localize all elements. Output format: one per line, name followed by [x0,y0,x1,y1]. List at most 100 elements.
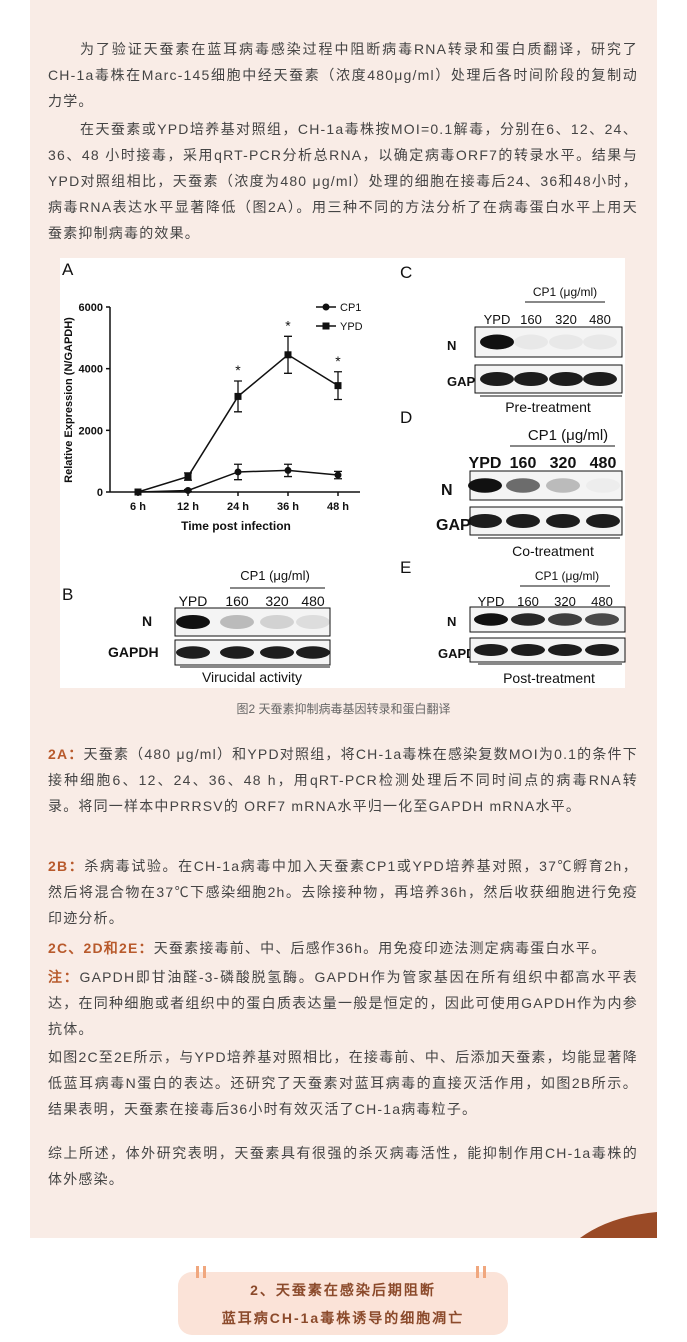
blot-band [511,613,545,626]
marker [334,471,342,479]
marker [134,488,142,496]
blot-band [176,615,210,629]
lane-label: 320 [554,594,576,609]
lane-label: 160 [510,455,537,472]
lane-label: 320 [555,312,577,327]
section-heading: 2、天蚕素在感染后期阻断 蓝耳病CH-1a毒株诱导的细胞凋亡 [178,1272,508,1335]
blot-band [506,514,540,528]
blot-band [506,478,540,493]
marker [322,322,330,330]
blot-band [260,615,294,629]
blot-band [220,646,254,659]
figure-canvas: A 0 2000 4000 6000 6 h 12 h 24 h 36 h 48 h Time po… [62,260,626,686]
y-axis-label: Relative Expression (N/GAPDH) [63,317,75,483]
figure: A 0 2000 4000 6000 6 h 12 h 24 h 36 h 48 h Time po… [60,258,626,688]
blot-band [583,372,617,386]
blot-band [586,514,620,528]
note-label: 注： [48,969,80,985]
row-label: N [447,614,456,629]
y-tick-label: 6000 [79,302,103,314]
blot-band [548,613,582,626]
y-tick-label: 2000 [79,425,103,437]
blot-band [511,644,545,656]
marker [322,303,330,311]
lane-label: 160 [517,594,539,609]
blot-band [260,646,294,659]
legend-label: YPD [340,321,363,333]
marker [184,486,192,494]
note: 2C、2D和2E：天蚕素接毒前、中、后感作36h。用免疫印迹法测定病毒蛋白水平。 [48,935,638,961]
blot-band [468,514,502,528]
x-tick-label: 6 h [130,501,146,513]
blot-band [585,644,619,656]
blot-band [514,334,548,350]
y-tick-label: 4000 [79,364,103,376]
blot-band [468,478,502,493]
logo [580,1212,657,1238]
panel-label: A [62,260,74,279]
note-text: 天蚕素（480 μg/ml）和YPD对照组，将CH-1a毒株在感染复数MOI为0… [48,746,639,814]
note-label: 2C、2D和2E： [48,940,154,956]
marker [284,351,292,359]
marker [184,473,192,481]
paragraph: 为了验证天蚕素在蓝耳病毒感染过程中阻断病毒RNA转录和蛋白质翻译，研究了CH-1… [48,41,638,109]
row-label: N [441,482,453,499]
lane-label: YPD [484,312,511,327]
y-tick-label: 0 [97,487,103,499]
blot-band [546,514,580,528]
blot-band [220,615,254,629]
blot-band [546,478,580,493]
note-text: GAPDH即甘油醛-3-磷酸脱氢酶。GAPDH作为管家基因在所有组织中都高水平表… [48,969,638,1037]
legend-label: CP1 [340,302,361,314]
note-label: 2A： [48,746,84,762]
treatment-label: Virucidal activity [202,669,302,685]
note-label: 2B： [48,858,85,874]
lane-label: YPD [469,455,502,472]
marker [234,392,242,400]
blot-band [480,372,514,386]
blot-band [549,334,583,350]
blot-band [583,334,617,350]
marker [334,382,342,390]
blot-band [296,615,330,629]
heading-line: 2、天蚕素在感染后期阻断 [250,1282,436,1298]
lane-label: 160 [520,312,542,327]
panel-label: E [400,558,411,577]
caption: 图2 天蚕素抑制病毒基因转录和蛋白翻译 [236,702,451,716]
lane-label: YPD [478,594,505,609]
marker [234,468,242,476]
blot-band [514,372,548,386]
treatment-label: Post-treatment [503,670,595,686]
note-text: 天蚕素接毒前、中、后感作36h。用免疫印迹法测定病毒蛋白水平。 [153,940,607,956]
blot-band [474,613,508,626]
lane-label: 320 [265,593,289,609]
blot-band [480,334,514,350]
row-label: N [142,613,152,629]
group-label: CP1 (μg/ml) [528,427,608,444]
note-text: 杀病毒试验。在CH-1a病毒中加入天蚕素CP1或YPD培养基对照，37℃孵育2h… [48,858,638,926]
lane-label: 160 [225,593,249,609]
x-axis-label: Time post infection [181,519,291,533]
lane-label: 480 [589,312,611,327]
panel-label: D [400,408,412,427]
note: 注：GAPDH即甘油醛-3-磷酸脱氢酶。GAPDH作为管家基因在所有组织中都高水… [48,964,638,1042]
note: 2A：天蚕素（480 μg/ml）和YPD对照组，将CH-1a毒株在感染复数MO… [48,741,638,819]
blot-band [586,478,620,493]
annotation: * [335,353,341,369]
group-label: CP1 (μg/ml) [240,568,310,583]
paragraph: 如图2C至2E所示，与YPD培养基对照相比，在接毒前、中、后添加天蚕素，均能显著… [48,1049,638,1117]
paragraph: 在天蚕素或YPD培养基对照组，CH-1a毒株按MOI=0.1解毒，分别在6、12… [48,121,638,241]
blot-band [548,644,582,656]
blot-band [585,613,619,626]
treatment-label: Pre-treatment [505,399,591,415]
x-tick-label: 48 h [327,501,349,513]
lane-label: 480 [590,455,617,472]
treatment-label: Co-treatment [512,543,594,559]
blot-band [296,646,330,659]
blot-band [176,646,210,659]
lane-label: 320 [550,455,577,472]
group-label: CP1 (μg/ml) [535,569,599,583]
heading-quotes [196,1266,486,1278]
row-label: GAPDH [108,644,159,660]
lane-label: 480 [301,593,325,609]
